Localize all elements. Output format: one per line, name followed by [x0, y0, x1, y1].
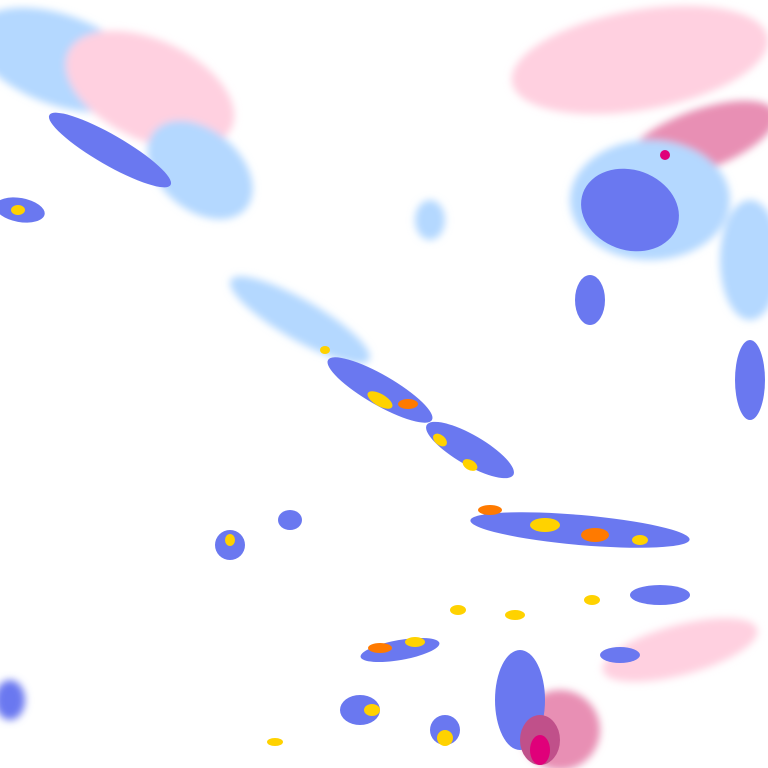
precip-core [437, 730, 453, 746]
precip-area [511, 5, 768, 115]
precip-core [320, 346, 330, 354]
precip-band [575, 275, 605, 325]
precip-area [602, 618, 758, 682]
precip-core [225, 534, 235, 546]
precip-core [584, 595, 600, 605]
precip-area [65, 30, 235, 150]
precip-area [147, 120, 253, 220]
precip-core [462, 459, 478, 471]
precip-band [426, 421, 514, 479]
precip-core [660, 150, 670, 160]
precip-band [470, 512, 690, 548]
precip-core [367, 391, 393, 409]
precip-core [364, 704, 380, 716]
precip-core [581, 528, 609, 542]
precip-core [505, 610, 525, 620]
precip-band [630, 585, 690, 605]
precip-band [327, 357, 433, 423]
precip-band [48, 112, 172, 188]
precip-band [600, 647, 640, 663]
precip-core [368, 643, 392, 653]
precip-band [340, 695, 380, 725]
precip-area [0, 680, 25, 720]
precip-core [530, 518, 560, 532]
precip-core [450, 605, 466, 615]
precip-band [581, 168, 679, 252]
precip-area [415, 200, 445, 240]
precip-core [267, 738, 283, 746]
precip-core [478, 505, 502, 515]
precip-core [11, 205, 25, 215]
precip-area [230, 276, 370, 364]
precip-core [632, 535, 648, 545]
precip-area [720, 200, 768, 320]
precip-band [278, 510, 302, 530]
precip-core [530, 735, 550, 765]
precip-core [405, 637, 425, 647]
precip-core [433, 433, 447, 447]
precip-core [398, 399, 418, 409]
precip-band [735, 340, 765, 420]
